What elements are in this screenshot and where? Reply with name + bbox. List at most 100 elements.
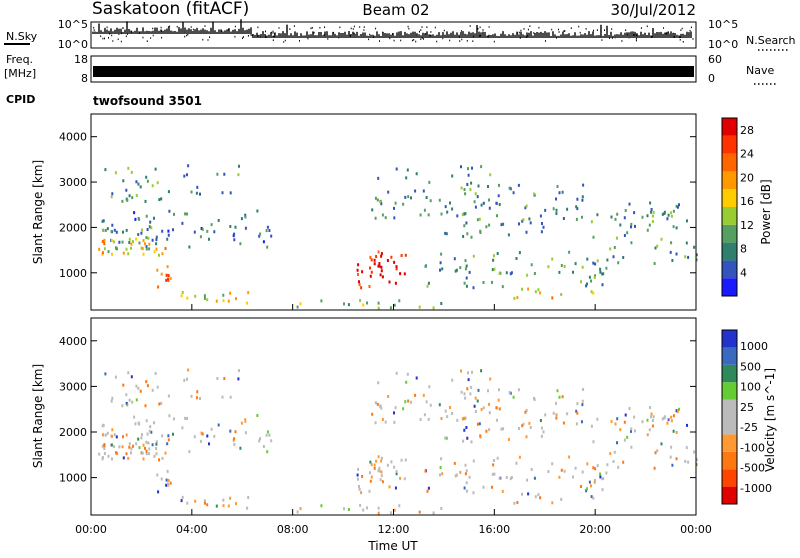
- power-cell-group: [215, 291, 250, 303]
- power-cell-group: [609, 236, 687, 259]
- power-colorbar-swatch: [722, 242, 737, 261]
- power-colorbar-swatch: [722, 118, 737, 136]
- velocity-cell-group: [203, 501, 209, 507]
- velocity-cell-group: [616, 418, 674, 467]
- power-panel: 1000 2000 3000 4000 Slant Range [km] 4 8 12 16…: [31, 113, 773, 311]
- velocity-cell-group: [98, 441, 158, 461]
- power-colorbar-tick-label: 12: [740, 219, 754, 232]
- power-cell-group: [180, 294, 249, 305]
- power-cell-group: [377, 165, 479, 220]
- velocity-colorbar-swatch: [722, 486, 737, 505]
- nsearch-label: N.Search: [746, 34, 796, 47]
- x-tick-label: 00:00: [680, 523, 712, 536]
- velocity-cell-group: [539, 419, 542, 422]
- velocity-colorbar-tick-label: 1000: [740, 340, 768, 353]
- power-colorbar-swatch: [722, 153, 737, 172]
- velocity-cell-group: [666, 410, 679, 425]
- nsky-trace: [92, 19, 692, 38]
- velocity-cell-group: [187, 368, 190, 372]
- velocity-cell-group: [125, 375, 240, 405]
- power-cell-group: [610, 201, 698, 262]
- velocity-y-axis-label: Slant Range [km]: [31, 364, 45, 468]
- power-cell-group: [425, 251, 609, 288]
- velocity-cell-group: [357, 456, 407, 493]
- velocity-cell-group: [320, 504, 350, 511]
- freq-tick-bottom: 8: [81, 72, 88, 85]
- nave-tick-bottom: 0: [708, 72, 715, 85]
- power-cell-group: [374, 165, 483, 220]
- velocity-colorbar-tick-label: -1000: [740, 482, 772, 495]
- power-cell-group: [98, 239, 158, 255]
- velocity-cell-group: [200, 418, 247, 442]
- nsearch-trace: [93, 25, 694, 43]
- velocity-cell-group: [104, 372, 107, 376]
- velocity-colorbar-swatch: [722, 451, 737, 470]
- power-cell-group: [444, 183, 585, 235]
- velocity-cell-group: [596, 415, 666, 431]
- y-tick-label: 4000: [59, 131, 87, 144]
- power-colorbar-swatch: [722, 278, 737, 297]
- velocity-colorbar-swatch: [722, 399, 737, 418]
- noise-right-tick-top: 10^5: [708, 18, 738, 31]
- power-cell-group: [359, 299, 435, 310]
- velocity-cell-group: [169, 481, 172, 485]
- power-cell-group: [181, 291, 209, 302]
- power-colorbar-tick-label: 4: [740, 266, 747, 279]
- noise-traces: [92, 19, 694, 43]
- velocity-cell-group: [150, 430, 154, 447]
- x-tick-label: 20:00: [579, 523, 611, 536]
- frequency-panel: Freq. [MHz] 18 8 60 0 Nave: [4, 53, 778, 85]
- freq-unit-label: [MHz]: [4, 67, 36, 80]
- x-tick-label: 12:00: [378, 523, 410, 536]
- velocity-cell-group: [122, 377, 226, 408]
- power-colorbar-tick-label: 16: [740, 195, 754, 208]
- power-colorbar-tick-label: 20: [740, 171, 754, 184]
- y-tick-label: 3000: [59, 176, 87, 189]
- velocity-cell-group: [206, 434, 210, 446]
- power-cell-group: [516, 287, 542, 300]
- nave-tick-top: 60: [708, 53, 722, 66]
- power-cell-group: [299, 302, 365, 307]
- noise-left-tick-bottom: 10^0: [58, 38, 88, 51]
- power-colorbar-swatch: [722, 224, 737, 243]
- velocity-cell-group: [122, 456, 125, 460]
- y-tick-label: 4000: [59, 335, 87, 348]
- power-cell-group: [356, 252, 406, 285]
- power-cell-group: [592, 291, 595, 295]
- velocity-cell-group: [157, 483, 168, 494]
- velocity-colorbar-swatch: [722, 434, 737, 452]
- velocity-colorbar-tick-label: 500: [740, 360, 761, 373]
- power-data-cells: [98, 164, 698, 310]
- velocity-cell-group: [609, 412, 678, 456]
- power-y-ticks: 1000 2000 3000 4000: [59, 131, 696, 280]
- x-tick-label: 16:00: [478, 523, 510, 536]
- power-cell-group: [371, 168, 483, 212]
- velocity-cell-group: [646, 418, 649, 422]
- x-tick-label: 08:00: [277, 523, 309, 536]
- velocity-colorbar-swatch: [722, 347, 737, 365]
- power-cell-group: [137, 212, 269, 249]
- power-colorbar-label: Power [dB]: [759, 179, 773, 244]
- velocity-cell-group: [371, 387, 469, 416]
- y-tick-label: 2000: [59, 221, 87, 234]
- y-tick-label: 1000: [59, 267, 87, 280]
- velocity-cell-group: [101, 423, 158, 458]
- power-colorbar-swatch: [722, 260, 737, 279]
- velocity-cell-group: [115, 435, 118, 439]
- power-colorbar-frame: [721, 117, 738, 297]
- cpid-value: twofsound 3501: [93, 94, 202, 108]
- power-y-axis-label: Slant Range [km]: [31, 160, 45, 264]
- velocity-cell-group: [527, 492, 530, 496]
- power-cell-group: [104, 164, 241, 203]
- power-cell-group: [165, 273, 170, 282]
- power-panel-frame: [90, 113, 697, 311]
- power-cell-group: [463, 183, 595, 239]
- power-cell-group: [153, 209, 259, 249]
- velocity-cell-group: [626, 407, 698, 467]
- velocity-cell-group: [110, 369, 240, 408]
- velocity-y-ticks: 1000 2000 3000 4000: [59, 335, 696, 485]
- velocity-panel: 1000 2000 3000 4000 00:00 04:00 08:00 12:00 16:…: [31, 304, 777, 553]
- power-cell-group: [445, 185, 584, 238]
